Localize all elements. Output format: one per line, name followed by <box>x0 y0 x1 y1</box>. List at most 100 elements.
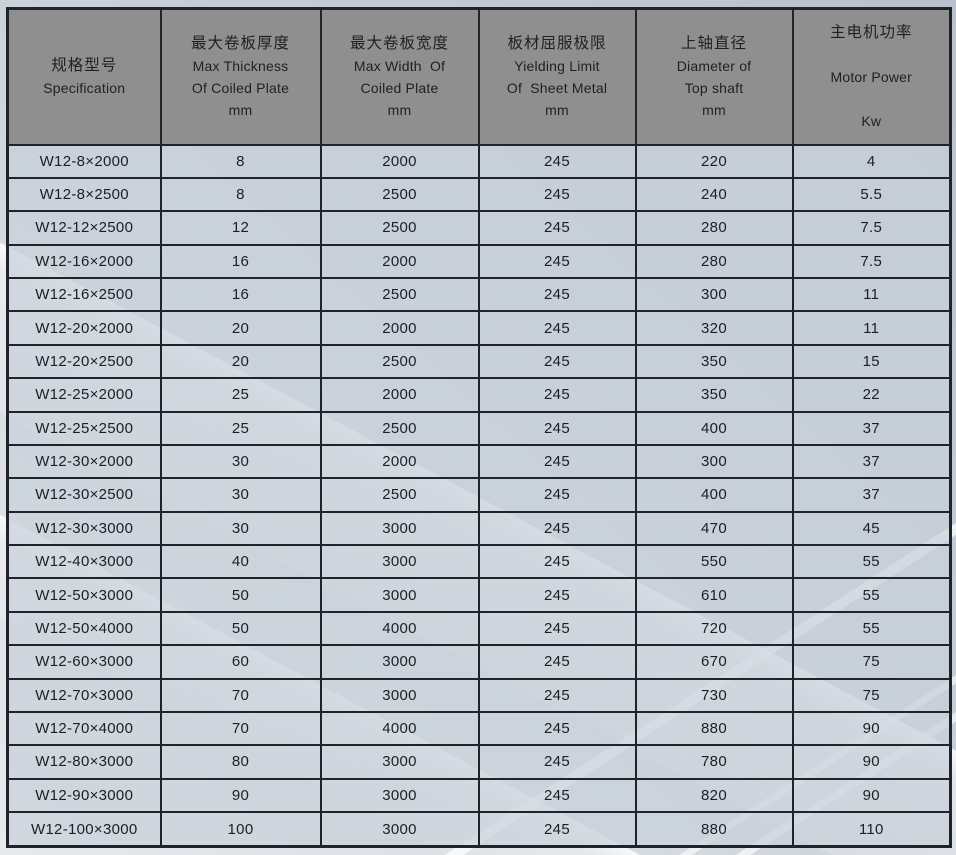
header-line <box>869 88 873 110</box>
header-line <box>869 44 873 66</box>
value-cell: 245 <box>477 577 637 613</box>
header-line: Coiled Plate <box>360 79 439 96</box>
column-header-lines: 板材屈服极限 Yielding Limit Of Sheet Metal mm <box>480 33 635 121</box>
table-row: W12-8×2500 8 2500 245 240 5.5 <box>6 176 952 213</box>
spec-model-cell: W12-70×3000 <box>6 677 162 713</box>
value-cell: 300 <box>634 276 794 313</box>
table-row: W12-25×2500 25 2500 245 400 37 <box>6 410 952 446</box>
table-row: W12-20×2500 20 2500 245 350 15 <box>6 343 952 380</box>
column-header-lines: 规格型号 Specification <box>9 55 160 99</box>
value-cell: 11 <box>791 276 952 313</box>
spec-model-cell: W12-50×3000 <box>6 577 162 613</box>
spec-model-cell: W12-20×2500 <box>6 343 162 380</box>
header-line: Of Sheet Metal <box>506 79 608 96</box>
value-cell: 7.5 <box>791 210 952 246</box>
value-cell: 350 <box>634 343 794 380</box>
value-cell: 470 <box>634 510 794 547</box>
value-cell: 240 <box>634 176 794 213</box>
spec-model-cell: W12-30×3000 <box>6 510 162 547</box>
header-line: Kw <box>861 112 882 129</box>
value-cell: 37 <box>791 477 952 513</box>
spec-model-cell: W12-90×3000 <box>6 777 162 814</box>
table-row: W12-80×3000 80 3000 245 780 90 <box>6 744 952 780</box>
table-row: W12-12×2500 12 2500 245 280 7.5 <box>6 210 952 246</box>
value-cell: 3000 <box>319 510 480 547</box>
column-header-lines: 主电机功率 Motor Power Kw <box>794 22 950 132</box>
value-cell: 70 <box>159 677 322 713</box>
header-line: 最大卷板宽度 <box>349 34 449 52</box>
value-cell: 20 <box>159 343 322 380</box>
value-cell: 245 <box>477 276 637 313</box>
value-cell: 5.5 <box>791 176 952 213</box>
value-cell: 11 <box>791 310 952 346</box>
value-cell: 7.5 <box>791 243 952 280</box>
value-cell: 245 <box>477 443 637 480</box>
header-line: Specification <box>43 79 126 96</box>
value-cell: 22 <box>791 377 952 413</box>
table-row: W12-30×2500 30 2500 245 400 37 <box>6 477 952 513</box>
value-cell: 25 <box>159 377 322 413</box>
value-cell: 2500 <box>319 176 480 213</box>
spec-model-cell: W12-80×3000 <box>6 744 162 780</box>
value-cell: 245 <box>477 811 637 848</box>
value-cell: 3000 <box>319 744 480 780</box>
header-line: 规格型号 <box>51 56 118 74</box>
value-cell: 75 <box>791 677 952 713</box>
value-cell: 2000 <box>319 243 480 280</box>
value-cell: 8 <box>159 176 322 213</box>
value-cell: 50 <box>159 577 322 613</box>
spec-model-cell: W12-60×3000 <box>6 644 162 680</box>
value-cell: 720 <box>634 610 794 647</box>
value-cell: 350 <box>634 377 794 413</box>
table-row: W12-30×2000 30 2000 245 300 37 <box>6 443 952 480</box>
value-cell: 55 <box>791 610 952 647</box>
table-row: W12-100×3000 100 3000 245 880 110 <box>6 811 952 848</box>
header-line: mm <box>228 101 253 118</box>
column-header-lines: 最大卷板宽度 Max Width Of Coiled Plate mm <box>322 33 478 121</box>
value-cell: 245 <box>477 477 637 513</box>
value-cell: 3000 <box>319 577 480 613</box>
header-line: Max Width Of <box>353 57 446 74</box>
value-cell: 37 <box>791 443 952 480</box>
value-cell: 4000 <box>319 710 480 747</box>
value-cell: 3000 <box>319 644 480 680</box>
value-cell: 245 <box>477 343 637 380</box>
spec-model-cell: W12-12×2500 <box>6 210 162 246</box>
value-cell: 2500 <box>319 477 480 513</box>
value-cell: 780 <box>634 744 794 780</box>
value-cell: 90 <box>791 744 952 780</box>
table-row: W12-40×3000 40 3000 245 550 55 <box>6 543 952 580</box>
value-cell: 30 <box>159 443 322 480</box>
value-cell: 550 <box>634 543 794 580</box>
value-cell: 2000 <box>319 143 480 179</box>
value-cell: 280 <box>634 210 794 246</box>
header-line: Yielding Limit <box>514 57 600 74</box>
table-header-row: 规格型号 Specification 最大卷板厚度 Max Thickness Of C… <box>6 7 952 146</box>
value-cell: 820 <box>634 777 794 814</box>
value-cell: 2500 <box>319 210 480 246</box>
value-cell: 245 <box>477 377 637 413</box>
spec-model-cell: W12-16×2500 <box>6 276 162 313</box>
value-cell: 3000 <box>319 543 480 580</box>
value-cell: 730 <box>634 677 794 713</box>
column-header-yielding-limit: 板材屈服极限 Yielding Limit Of Sheet Metal mm <box>477 7 637 146</box>
value-cell: 90 <box>791 710 952 747</box>
header-line: 上轴直径 <box>680 34 747 52</box>
value-cell: 16 <box>159 276 322 313</box>
value-cell: 245 <box>477 744 637 780</box>
table-row: W12-90×3000 90 3000 245 820 90 <box>6 777 952 814</box>
value-cell: 245 <box>477 610 637 647</box>
spec-model-cell: W12-8×2000 <box>6 143 162 179</box>
value-cell: 245 <box>477 543 637 580</box>
table-row: W12-70×4000 70 4000 245 880 90 <box>6 710 952 747</box>
value-cell: 280 <box>634 243 794 280</box>
value-cell: 4 <box>791 143 952 179</box>
value-cell: 15 <box>791 343 952 380</box>
value-cell: 245 <box>477 710 637 747</box>
table-row: W12-16×2500 16 2500 245 300 11 <box>6 276 952 313</box>
value-cell: 245 <box>477 310 637 346</box>
value-cell: 50 <box>159 610 322 647</box>
value-cell: 75 <box>791 644 952 680</box>
value-cell: 880 <box>634 710 794 747</box>
